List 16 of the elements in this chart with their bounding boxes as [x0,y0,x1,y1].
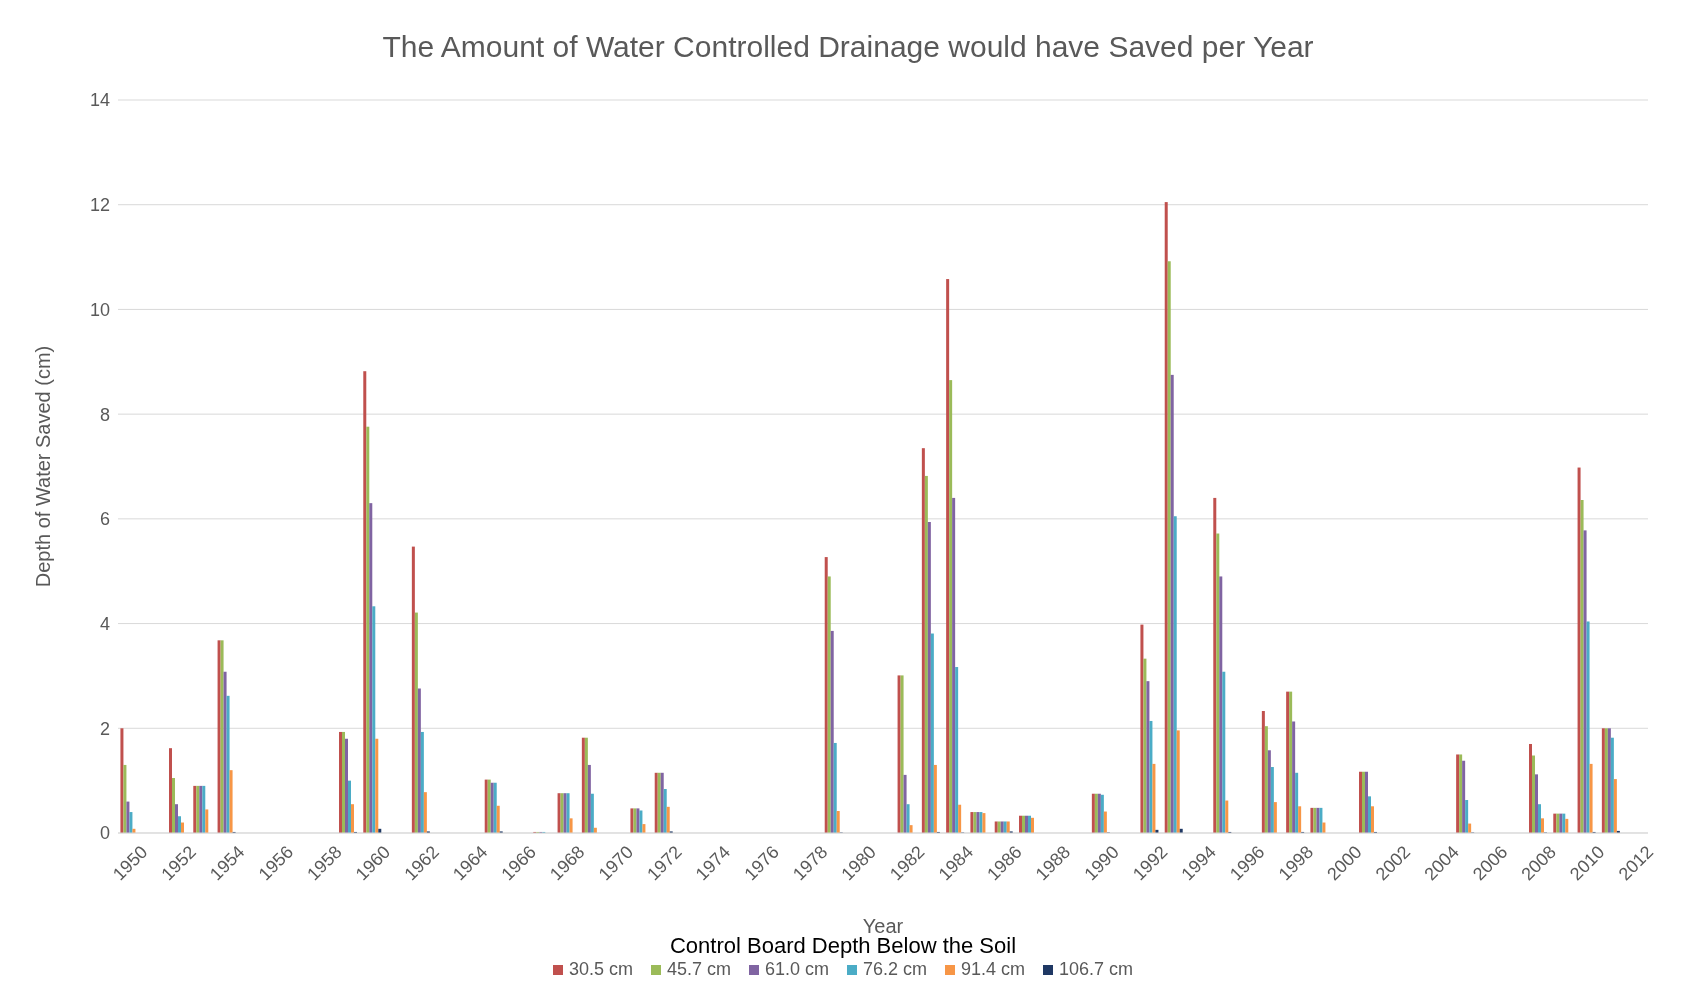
y-tick-label: 8 [99,404,110,425]
chart-title: The Amount of Water Controlled Drainage would have Saved per Year [381,29,1315,65]
y-tick-label: 4 [99,613,110,634]
y-tick-label: 10 [89,299,110,320]
y-tick-label: 12 [89,195,110,216]
legend-label: 30.5 cm [567,959,633,980]
legend-label: 91.4 cm [960,959,1026,980]
legend-label: 76.2 cm [862,959,928,980]
y-tick-label: 14 [89,90,110,111]
y-axis-title: Depth of Water Saved (cm) [32,345,55,588]
legend-label: 61.0 cm [763,959,829,980]
legend-label: 45.7 cm [665,959,731,980]
y-tick-label: 2 [99,718,110,739]
y-tick-label: 6 [99,509,110,530]
legend-label: 106.7 cm [1058,959,1134,980]
y-tick-label: 0 [99,823,110,844]
